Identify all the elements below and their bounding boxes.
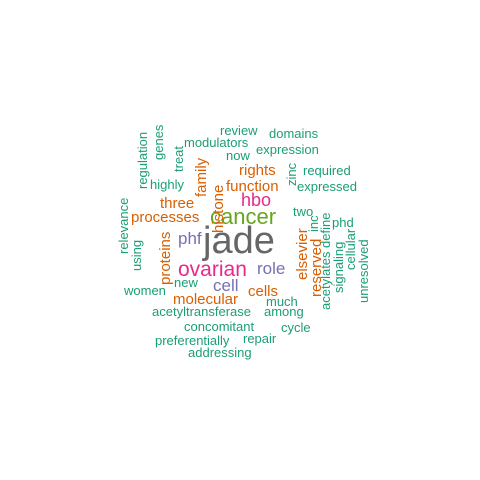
word-jade: jade [202, 220, 275, 262]
word-repair: repair [243, 331, 277, 346]
word-cell: cell [213, 276, 239, 295]
word-regulation: regulation [135, 132, 150, 189]
word-unresolved: unresolved [356, 239, 371, 303]
word-genes: genes [151, 124, 166, 160]
word-cycle: cycle [281, 320, 311, 335]
word-treat: treat [171, 146, 186, 172]
word-define: define [318, 213, 333, 248]
word-highly: highly [150, 177, 184, 192]
word-histone: histone [210, 185, 227, 233]
word-hbo: hbo [241, 190, 271, 210]
word-role: role [257, 259, 285, 278]
word-expression: expression [256, 142, 319, 157]
word-domains: domains [269, 126, 319, 141]
word-much: much [266, 294, 298, 309]
word-function: function [226, 178, 279, 195]
word-now: now [226, 148, 250, 163]
word-phf: phf [178, 229, 202, 248]
word-elsevier: elsevier [294, 228, 311, 280]
word-molecular: molecular [173, 291, 238, 308]
word-concomitant: concomitant [184, 319, 254, 334]
word-addressing: addressing [188, 345, 252, 360]
word-among: among [264, 304, 304, 319]
word-proteins: proteins [157, 232, 174, 285]
word-inc: inc [306, 215, 321, 232]
word-new: new [174, 275, 198, 290]
word-three: three [160, 195, 194, 212]
word-reserved: reserved [308, 239, 325, 297]
word-review: review [220, 123, 258, 138]
word-phd: phd [332, 215, 354, 230]
word-zinc: zinc [284, 162, 299, 186]
word-cells: cells [248, 283, 278, 300]
word-ovarian: ovarian [178, 258, 247, 281]
word-relevance: relevance [116, 198, 131, 254]
word-preferentially: preferentially [155, 333, 230, 348]
word-cellular: cellular [343, 228, 358, 270]
word-acetylates: acetylates [318, 251, 333, 310]
word-women: women [123, 283, 166, 298]
word-rights: rights [239, 162, 276, 179]
word-modulators: modulators [184, 135, 249, 150]
word-using: using [129, 240, 144, 271]
word-signaling: signaling [331, 242, 346, 293]
word-cancer: cancer [210, 204, 276, 229]
word-expressed: expressed [297, 179, 357, 194]
word-two: two [293, 204, 313, 219]
word-required: required [303, 163, 351, 178]
word-processes: processes [131, 209, 199, 226]
word-family: family [193, 157, 210, 197]
word-acetyltransferase: acetyltransferase [152, 304, 251, 319]
